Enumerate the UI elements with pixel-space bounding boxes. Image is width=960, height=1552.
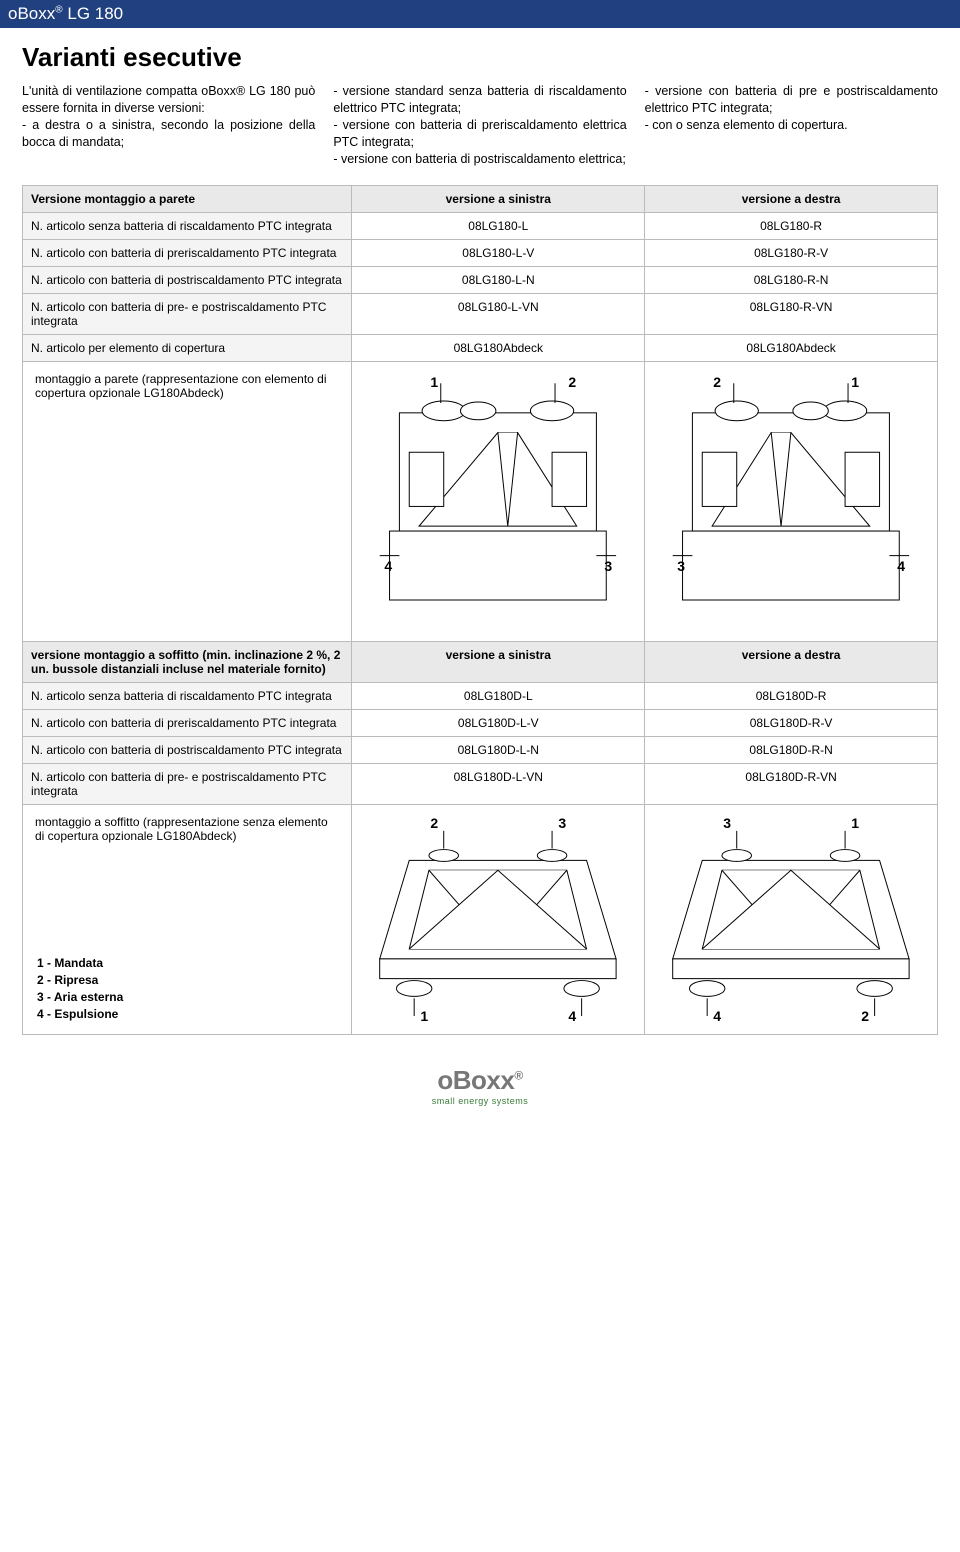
t2-head-2: versione a destra [645, 642, 938, 683]
wall-unit-right-icon [653, 368, 929, 635]
t1-r4-c1: 08LG180Abdeck [352, 335, 645, 362]
ceiling-unit-left-icon [360, 811, 636, 1028]
t2-r0-c1: 08LG180D-L [352, 683, 645, 710]
t2-diagram-left: 2 3 1 4 [352, 805, 645, 1035]
intro-col-2: - versione standard senza batteria di ri… [333, 83, 626, 167]
t2-r2-c0: N. articolo con batteria di postriscalda… [23, 737, 352, 764]
t1-diagram-label: montaggio a parete (rappresentazione con… [23, 362, 352, 642]
legend-3: 3 - Aria esterna [37, 989, 123, 1006]
intro-col-1: L'unità di ventilazione compatta oBoxx® … [22, 83, 315, 167]
t1-r3-c0: N. articolo con batteria di pre- e postr… [23, 294, 352, 335]
t1-diagram-left: 1 2 3 4 [352, 362, 645, 642]
intro-col-3: - versione con batteria di pre e postris… [645, 83, 938, 167]
t2-r3-c2: 08LG180D-R-VN [645, 764, 938, 805]
footer-tagline: small energy systems [22, 1096, 938, 1106]
t2-r2-c1: 08LG180D-L-N [352, 737, 645, 764]
t2-r0-c0: N. articolo senza batteria di riscaldame… [23, 683, 352, 710]
intro-columns: L'unità di ventilazione compatta oBoxx® … [22, 83, 938, 167]
t1-diagram-right: 2 1 3 4 [645, 362, 938, 642]
callout-3: 3 [677, 558, 685, 574]
callout-2: 2 [430, 815, 438, 831]
callout-4: 4 [897, 558, 905, 574]
callout-1: 1 [851, 374, 859, 390]
callout-1: 1 [430, 374, 438, 390]
callout-4: 4 [713, 1008, 721, 1024]
footer-brand: oBoxx [437, 1065, 514, 1095]
legend-2: 2 - Ripresa [37, 972, 123, 989]
t1-r0-c2: 08LG180-R [645, 213, 938, 240]
t2-r2-c2: 08LG180D-R-N [645, 737, 938, 764]
t1-r0-c0: N. articolo senza batteria di riscaldame… [23, 213, 352, 240]
t2-r1-c2: 08LG180D-R-V [645, 710, 938, 737]
t1-r4-c0: N. articolo per elemento di copertura [23, 335, 352, 362]
callout-4: 4 [568, 1008, 576, 1024]
legend-4: 4 - Espulsione [37, 1006, 123, 1023]
header-reg: ® [55, 4, 62, 15]
ceiling-unit-right-icon [653, 811, 929, 1028]
t2-r3-c0: N. articolo con batteria di pre- e postr… [23, 764, 352, 805]
header-bar: oBoxx® LG 180 [0, 0, 960, 28]
t2-diagram-label: montaggio a soffitto (rappresentazione s… [23, 805, 352, 1035]
callout-1: 1 [420, 1008, 428, 1024]
callout-2: 2 [861, 1008, 869, 1024]
t2-r1-c1: 08LG180D-L-V [352, 710, 645, 737]
t2-diagram-right: 3 1 4 2 [645, 805, 938, 1035]
page-title: Varianti esecutive [22, 42, 938, 73]
t1-r1-c2: 08LG180-R-V [645, 240, 938, 267]
t2-r0-c2: 08LG180D-R [645, 683, 938, 710]
t1-head-1: versione a sinistra [352, 186, 645, 213]
callout-2: 2 [568, 374, 576, 390]
legend-1: 1 - Mandata [37, 955, 123, 972]
t1-diagram-label-text: montaggio a parete (rappresentazione con… [31, 368, 343, 404]
t1-r1-c0: N. articolo con batteria di preriscaldam… [23, 240, 352, 267]
callout-4: 4 [384, 558, 392, 574]
t1-r2-c0: N. articolo con batteria di postriscalda… [23, 267, 352, 294]
header-model: LG 180 [67, 4, 123, 23]
t1-head-2: versione a destra [645, 186, 938, 213]
t2-head-1: versione a sinistra [352, 642, 645, 683]
footer-logo: oBoxx® small energy systems [22, 1065, 938, 1126]
callout-3: 3 [558, 815, 566, 831]
footer-reg: ® [514, 1069, 522, 1083]
callout-3: 3 [604, 558, 612, 574]
legend-block: 1 - Mandata 2 - Ripresa 3 - Aria esterna… [37, 955, 123, 1022]
t2-r1-c0: N. articolo con batteria di preriscaldam… [23, 710, 352, 737]
t1-r3-c2: 08LG180-R-VN [645, 294, 938, 335]
t1-r4-c2: 08LG180Abdeck [645, 335, 938, 362]
t1-r1-c1: 08LG180-L-V [352, 240, 645, 267]
callout-3: 3 [723, 815, 731, 831]
callout-2: 2 [713, 374, 721, 390]
t2-head-0: versione montaggio a soffitto (min. incl… [23, 642, 352, 683]
t1-r2-c1: 08LG180-L-N [352, 267, 645, 294]
t2-diagram-label-text: montaggio a soffitto (rappresentazione s… [31, 811, 343, 847]
header-brand: oBoxx [8, 4, 55, 23]
callout-1: 1 [851, 815, 859, 831]
t1-head-0: Versione montaggio a parete [23, 186, 352, 213]
t1-r3-c1: 08LG180-L-VN [352, 294, 645, 335]
t1-r2-c2: 08LG180-R-N [645, 267, 938, 294]
variant-table-wall: Versione montaggio a parete versione a s… [22, 185, 938, 1035]
t2-r3-c1: 08LG180D-L-VN [352, 764, 645, 805]
wall-unit-left-icon [360, 368, 636, 635]
t1-r0-c1: 08LG180-L [352, 213, 645, 240]
